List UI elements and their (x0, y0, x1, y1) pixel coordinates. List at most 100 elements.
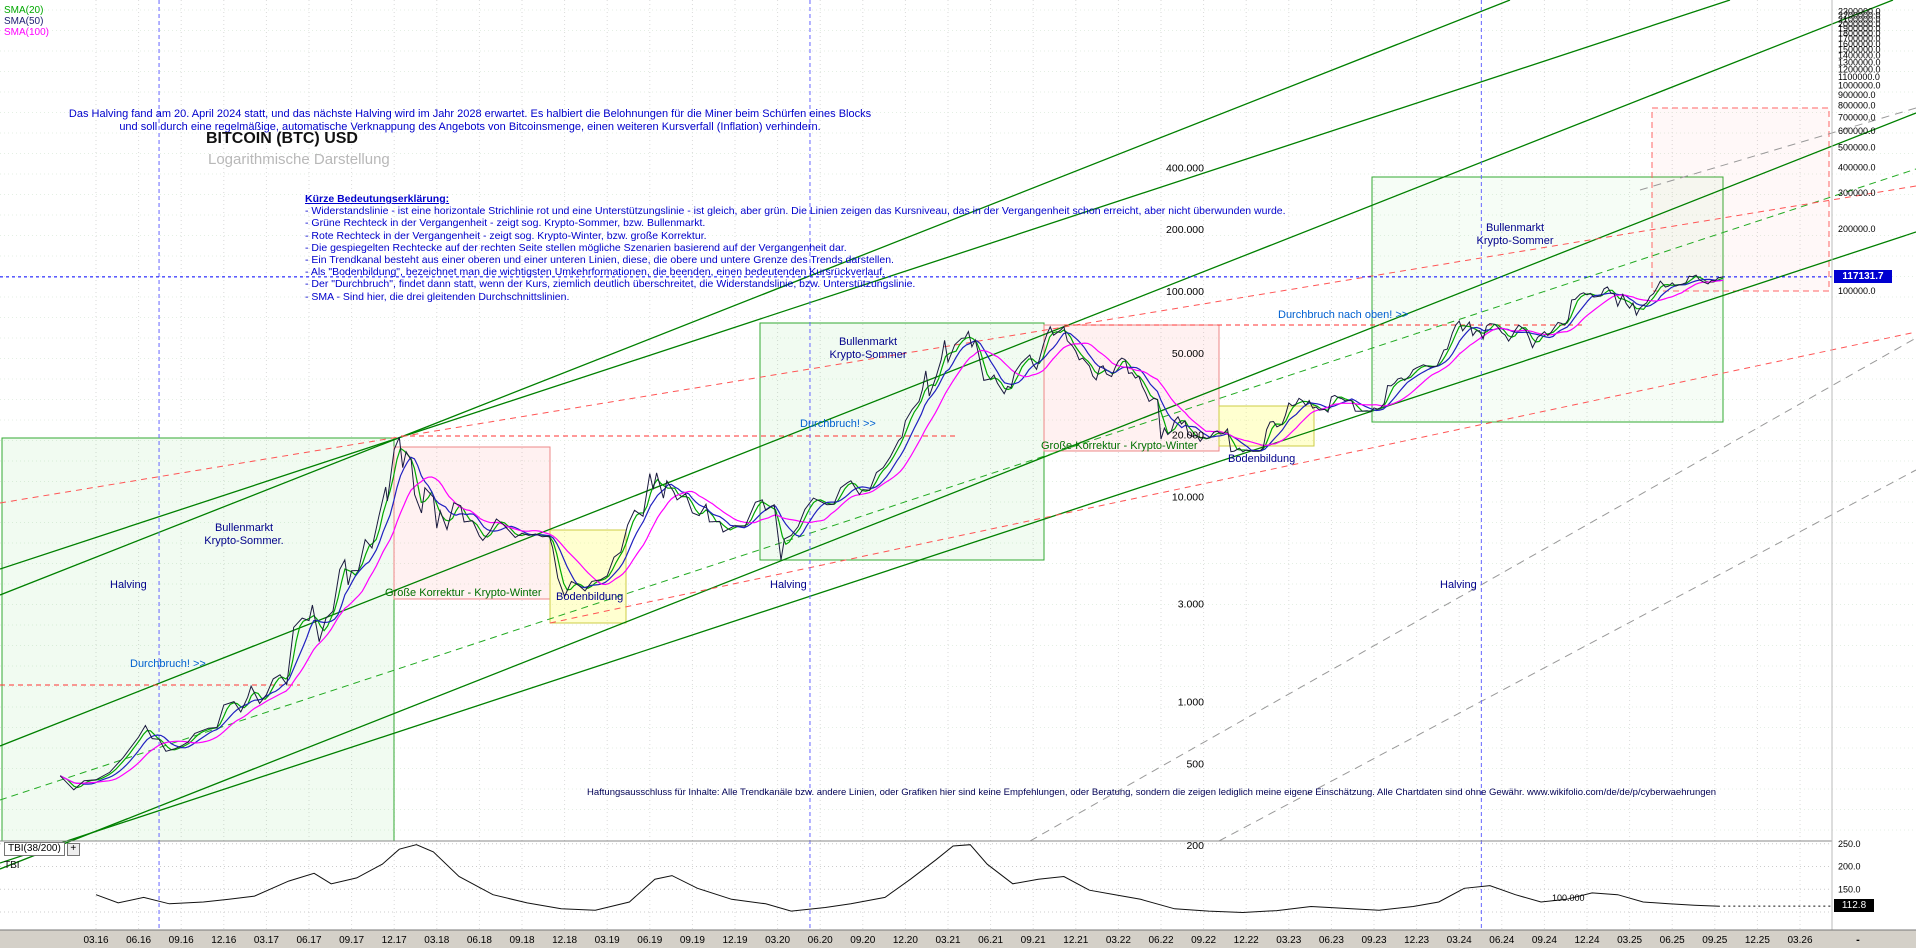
trend-line (1029, 337, 1916, 842)
page-title: BITCOIN (BTC) USD (206, 130, 358, 147)
price-axis-label: 1100000.0 (1838, 72, 1880, 82)
x-axis-label: 09.25 (1702, 935, 1727, 946)
trend-line (0, 0, 1511, 596)
x-axis-label: 06.16 (126, 935, 151, 946)
price-level-label: 1.000 (1178, 697, 1204, 709)
price-level-label: 100.000 (1166, 286, 1204, 298)
price-level-label: 10.000 (1172, 491, 1204, 503)
tbi-line (95, 844, 1720, 914)
price-axis-label: 700000.0 (1838, 113, 1876, 123)
explanation-item: - Als "Bodenbildung", bezeichnet man die… (305, 266, 886, 279)
chart-subtitle: Logarithmische Darstellung (208, 151, 390, 168)
price-axis-label: 2300000.0 (1838, 6, 1881, 16)
sma-line-3 (59, 275, 1724, 789)
x-axis-label: 06.24 (1489, 935, 1514, 946)
x-axis-label: 03.18 (424, 935, 449, 946)
trend-line (1639, 107, 1916, 191)
explanation-item: - Ein Trendkanal besteht aus einer obere… (305, 254, 894, 267)
x-axis-label: 12.16 (211, 935, 236, 946)
price-axis-label: 1400000.0 (1838, 51, 1881, 61)
legend-sma100: SMA(100) (4, 27, 50, 38)
x-axis-label: 09.17 (339, 935, 364, 946)
explanation-block: Kürze Bedeutungserklärung: - Widerstands… (305, 193, 1286, 303)
annotation-label: Halving (110, 579, 147, 591)
explanation-item: - Widerstandslinie - ist eine horizontal… (305, 205, 1286, 218)
x-axis-label: 12.24 (1574, 935, 1599, 946)
explanation-item: - Der "Durchbruch", findet dann statt, w… (305, 278, 916, 291)
x-axis-label: 12.25 (1745, 935, 1770, 946)
sma-legend: SMA(20) SMA(50) SMA(100) (4, 5, 49, 38)
price-axis-label: 1800000.0 (1838, 28, 1881, 38)
x-axis-label: 03.24 (1447, 935, 1472, 946)
price-level-label: 50.000 (1172, 348, 1204, 360)
legend-sma20: SMA(20) (4, 5, 44, 16)
x-axis-label: 03.25 (1617, 935, 1642, 946)
x-axis-label: 03.22 (1106, 935, 1131, 946)
x-axis-label: 06.20 (808, 935, 833, 946)
tbi-scale-label: 250.0 (1838, 839, 1861, 849)
x-axis-strip (0, 930, 1916, 948)
trend-line (1218, 469, 1916, 842)
halving-note-line1: Das Halving fand am 20. April 2024 statt… (68, 108, 872, 120)
legend-sma50: SMA(50) (4, 16, 44, 27)
trend-line (0, 185, 1916, 504)
price-level-label: 3.000 (1178, 599, 1204, 611)
disclaimer-text: Haftungsausschluss für Inhalte: Alle Tre… (587, 787, 1717, 798)
tbi-scale-label: 200.0 (1838, 862, 1861, 872)
x-axis-label: 06.22 (1148, 935, 1173, 946)
tbi-expand-button[interactable]: + (66, 842, 80, 856)
price-level-label: 200.000 (1166, 224, 1204, 236)
x-axis-label: 09.20 (850, 935, 875, 946)
phase-box-scenario-winter (1651, 107, 1830, 292)
annotation-label: Bodenbildung (1228, 453, 1295, 465)
x-axis-label: 03.26 (1787, 935, 1812, 946)
x-axis-label: 03.16 (83, 935, 108, 946)
x-axis-label: 12.22 (1234, 935, 1259, 946)
x-axis-label: 03.23 (1276, 935, 1301, 946)
zoom-out-button[interactable]: - (1856, 934, 1860, 946)
price-axis-label: 1200000.0 (1838, 64, 1881, 74)
x-axis-label: 12.20 (893, 935, 918, 946)
tbi-name-label: TBI (4, 860, 20, 871)
halving-note-line2: und soll durch eine regelmäßige, automat… (119, 121, 821, 133)
x-axis-label: 06.18 (467, 935, 492, 946)
annotation-label: Bullenmarkt (839, 336, 897, 348)
x-axis-label: 12.21 (1063, 935, 1088, 946)
price-axis-label: 1600000.0 (1838, 39, 1881, 49)
x-axis-label: 06.21 (978, 935, 1003, 946)
trend-line (0, 168, 1916, 801)
price-axis-label: 500000.0 (1838, 143, 1876, 153)
price-axis-label: 1300000.0 (1838, 57, 1881, 67)
explanation-item: - Rote Rechteck in der Vergangenheit - z… (305, 229, 707, 242)
x-axis-label: 12.17 (382, 935, 407, 946)
price-level-label: 200 (1186, 840, 1204, 852)
halving-note: Das Halving fand am 20. April 2024 statt… (10, 108, 930, 134)
trend-line (0, 0, 1731, 570)
x-axis-label: 03.17 (254, 935, 279, 946)
phase-box-bull-2016-2017 (1, 437, 395, 842)
tbi-scale-label: 150.0 (1838, 884, 1861, 894)
x-axis-label: 09.24 (1532, 935, 1557, 946)
price-axis-label: 2000000.0 (1838, 19, 1881, 29)
price-axis-label: 1000000.0 (1838, 81, 1881, 91)
price-axis-label: 1500000.0 (1838, 45, 1881, 55)
annotation-label: 100.000 (1552, 893, 1585, 903)
tbi-current-tag: 112.8 (1834, 899, 1874, 912)
x-axis-label: 09.19 (680, 935, 705, 946)
x-axis-label: 12.19 (722, 935, 747, 946)
annotation-label: Bullenmarkt (215, 522, 273, 534)
annotation-label: Große Korrektur - Krypto-Winter (1041, 440, 1198, 452)
price-axis-label: 100000.0 (1838, 286, 1876, 296)
tbi-header: TBI(38/200) + (4, 842, 80, 856)
phase-box-winter-2018 (393, 446, 551, 600)
x-axis-label: 03.21 (935, 935, 960, 946)
annotation-label: Krypto-Sommer. (204, 535, 283, 547)
price-axis-label: 600000.0 (1838, 126, 1876, 136)
annotation-label: Krypto-Sommer (1476, 235, 1553, 247)
price-axis-label: 300000.0 (1838, 188, 1876, 198)
annotation-label: Bullenmarkt (1486, 222, 1544, 234)
price-level-label: 400.000 (1166, 162, 1204, 174)
price-level-label: 500 (1186, 758, 1204, 770)
